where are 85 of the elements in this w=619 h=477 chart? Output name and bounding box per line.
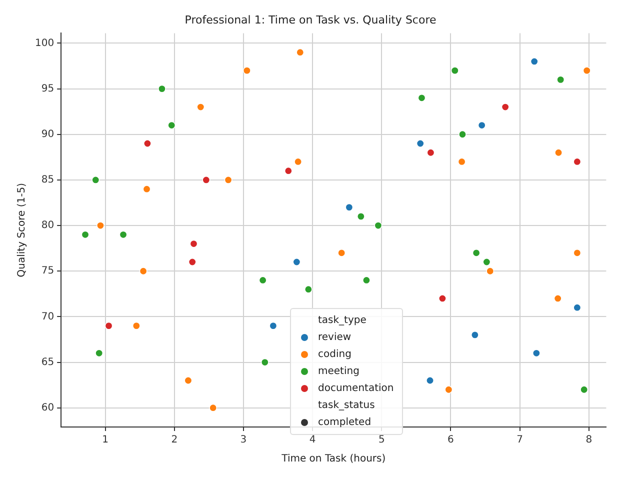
point — [258, 276, 267, 284]
point — [284, 166, 292, 175]
point — [158, 84, 166, 93]
point — [224, 176, 232, 184]
y-tick-label: 80 — [41, 220, 54, 232]
point — [338, 248, 346, 257]
point — [472, 248, 480, 257]
y-tick-label: 95 — [41, 83, 54, 94]
point — [530, 57, 538, 66]
point — [296, 48, 304, 56]
x-tick-label: 5 — [378, 434, 385, 446]
point — [104, 322, 113, 330]
point — [450, 66, 459, 75]
annotation: task_status — [317, 399, 376, 413]
point — [304, 285, 312, 294]
x-tick-label: 2 — [171, 434, 178, 446]
point — [260, 358, 269, 366]
point — [190, 240, 198, 248]
point — [482, 258, 491, 266]
y-tick-label: 90 — [41, 128, 54, 140]
point — [532, 349, 540, 358]
chart-title: Professional 1: Time on Task vs. Quality Score — [184, 13, 436, 26]
x-axis-title: Time on Task (hours) — [280, 454, 386, 465]
point — [458, 158, 466, 166]
point — [242, 66, 251, 75]
point — [345, 203, 354, 212]
point — [143, 140, 152, 148]
point — [95, 349, 104, 358]
point — [168, 121, 176, 130]
point — [196, 103, 205, 112]
point — [486, 267, 494, 276]
point — [92, 176, 100, 184]
point — [501, 103, 510, 112]
x-tick-label: 7 — [516, 434, 524, 446]
x-tick-label: 4 — [309, 434, 316, 446]
point — [554, 294, 562, 302]
y-tick-label: 85 — [41, 174, 54, 186]
point — [139, 267, 148, 276]
point — [554, 148, 563, 157]
point — [438, 294, 446, 302]
point — [81, 230, 90, 239]
point — [478, 121, 486, 130]
point — [374, 222, 382, 230]
point — [556, 76, 565, 84]
y-tick-label: 60 — [41, 402, 54, 414]
point — [188, 258, 196, 266]
point — [96, 222, 104, 230]
y-axis-title: Quality Score (1-5) — [16, 182, 28, 278]
point — [582, 66, 591, 75]
point — [573, 304, 582, 312]
legend-title: task_type — [317, 314, 368, 328]
y-tick-label: 70 — [41, 311, 54, 322]
point — [132, 322, 140, 330]
point — [444, 386, 453, 394]
y-tick-label: 65 — [41, 356, 54, 368]
y-tick-label: 75 — [41, 266, 54, 277]
point — [573, 158, 582, 166]
point — [470, 330, 479, 339]
point — [362, 276, 370, 284]
legend-label: meeting — [318, 366, 360, 377]
x-tick-label: 1 — [102, 434, 108, 446]
point — [119, 230, 128, 239]
legend-label: documentation — [318, 383, 394, 394]
point — [426, 148, 435, 157]
legend-label: completed — [318, 417, 372, 428]
legend-label: review — [318, 332, 352, 343]
point — [426, 376, 434, 385]
point — [418, 94, 426, 102]
point — [356, 212, 365, 220]
point — [573, 248, 582, 257]
point — [142, 185, 151, 194]
point — [184, 376, 192, 385]
point — [202, 176, 210, 184]
x-tick-label: 6 — [448, 434, 454, 446]
x-tick-label: 8 — [586, 434, 592, 446]
legend-label: coding — [318, 349, 352, 360]
point — [458, 130, 466, 138]
point — [416, 140, 424, 148]
point — [580, 386, 588, 394]
point — [209, 404, 218, 412]
point — [292, 258, 301, 266]
y-tick-label: 100 — [34, 38, 54, 49]
x-tick-label: 3 — [240, 434, 247, 446]
point — [269, 322, 278, 330]
point — [294, 158, 302, 166]
